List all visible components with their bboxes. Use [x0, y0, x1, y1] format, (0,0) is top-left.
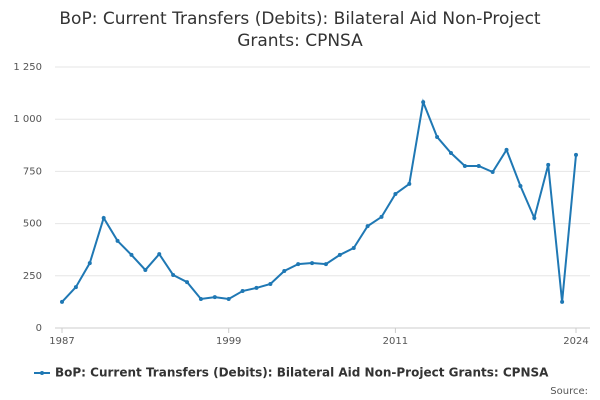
point — [476, 163, 481, 168]
point — [240, 289, 245, 294]
point — [337, 252, 342, 257]
point — [101, 215, 106, 220]
point — [546, 162, 551, 167]
point — [518, 184, 523, 189]
point — [421, 100, 426, 105]
point — [115, 238, 120, 243]
point — [448, 151, 453, 156]
point — [254, 285, 259, 290]
x-tick-label: 1999 — [216, 336, 241, 347]
point — [393, 191, 398, 196]
point — [504, 147, 509, 152]
point — [379, 214, 384, 219]
point — [198, 296, 203, 301]
point — [185, 280, 190, 285]
y-tick-label: 0 — [36, 323, 42, 334]
legend: BoP: Current Transfers (Debits): Bilater… — [55, 366, 549, 380]
title-line: BoP: Current Transfers (Debits): Bilater… — [59, 9, 541, 29]
point — [351, 246, 356, 251]
x-tick-label: 2011 — [383, 336, 408, 347]
point — [87, 261, 92, 266]
point — [212, 295, 217, 300]
point — [560, 299, 565, 304]
point — [574, 152, 578, 157]
point — [490, 170, 495, 175]
point — [143, 267, 148, 272]
point — [310, 261, 315, 266]
line — [61, 98, 577, 303]
point — [171, 272, 176, 277]
point — [435, 134, 440, 139]
x-tick-label: 1987 — [49, 336, 74, 347]
point — [296, 262, 301, 267]
chart-title: BoP: Current Transfers (Debits): Bilater… — [59, 9, 541, 51]
point — [532, 215, 537, 220]
y-tick-label: 750 — [23, 166, 42, 177]
point — [365, 224, 370, 229]
point — [157, 252, 162, 257]
y-tick-label: 1 250 — [13, 62, 42, 73]
y-tick-label: 250 — [23, 271, 42, 282]
point — [323, 262, 328, 267]
point — [282, 268, 287, 273]
point — [60, 299, 64, 304]
legend-swatch — [40, 371, 44, 375]
source: Source: — [550, 386, 588, 397]
x-tick-label: 2024 — [563, 336, 588, 347]
y-tick-label: 500 — [23, 219, 42, 230]
point — [226, 296, 231, 301]
y-tick-label: 1 000 — [13, 114, 42, 125]
point — [268, 281, 273, 286]
point — [73, 285, 78, 290]
point — [129, 252, 134, 257]
point — [407, 181, 412, 186]
point — [462, 163, 467, 168]
title-line: Grants: CPNSA — [237, 31, 363, 51]
